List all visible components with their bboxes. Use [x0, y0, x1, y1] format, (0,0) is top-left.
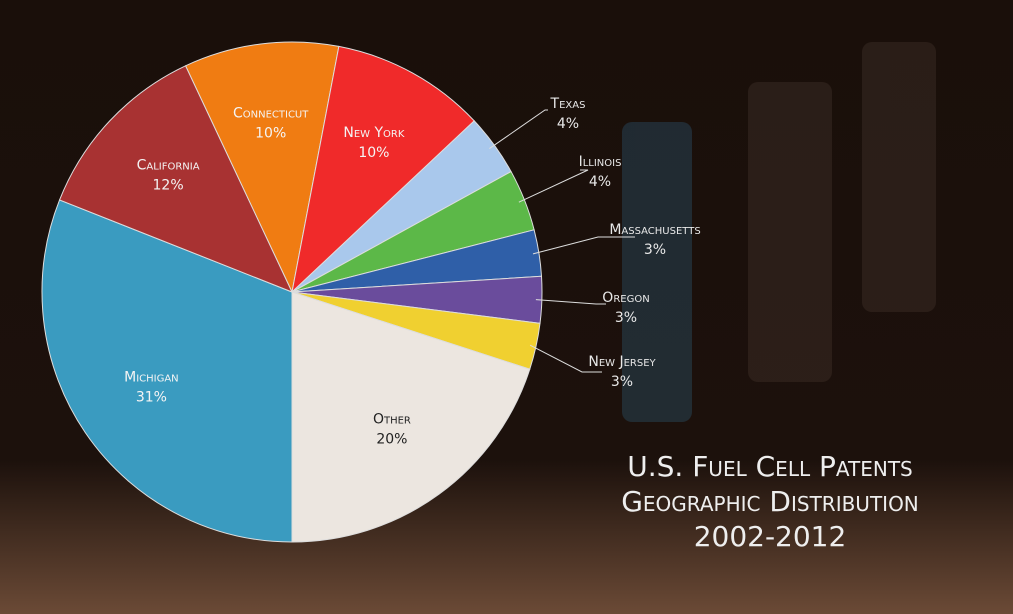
value-label: 4%: [557, 116, 579, 132]
category-label: Massachusetts: [609, 222, 700, 238]
value-label: 3%: [611, 374, 633, 390]
leader-line: [518, 169, 589, 203]
value-label: 3%: [644, 242, 666, 258]
value-label: 10%: [255, 125, 286, 141]
category-label: Texas: [550, 96, 586, 112]
leader-line: [532, 236, 635, 255]
value-label: 10%: [358, 145, 389, 161]
category-label: California: [137, 158, 200, 174]
leader-line: [535, 299, 606, 305]
slice: [184, 41, 340, 294]
category-label: New York: [343, 125, 405, 141]
value-label: 4%: [589, 174, 611, 190]
value-label: 3%: [615, 310, 637, 326]
leader-line: [489, 109, 548, 149]
slice: [291, 45, 475, 294]
category-label: Other: [373, 412, 411, 428]
value-label: 31%: [136, 390, 167, 406]
labels: Connecticut 10% New York 10% Texas 4% Illinois…: [124, 96, 701, 448]
battery-decoration: [622, 42, 936, 422]
pie: [41, 41, 543, 543]
slice: [291, 291, 531, 543]
value-label: 20%: [376, 432, 407, 448]
slice: [58, 65, 293, 293]
chart-title: Geographic Distribution: [621, 485, 919, 518]
category-label: Oregon: [602, 290, 649, 306]
chart-title: 2002-2012: [694, 520, 847, 553]
category-label: New Jersey: [588, 354, 656, 370]
category-label: Connecticut: [233, 105, 309, 121]
category-label: Illinois: [579, 154, 622, 170]
value-label: 12%: [153, 178, 184, 194]
chart-title: U.S. Fuel Cell Patents: [627, 450, 913, 483]
category-label: Michigan: [124, 370, 179, 386]
leader-line: [529, 344, 602, 373]
slice: [41, 199, 293, 543]
